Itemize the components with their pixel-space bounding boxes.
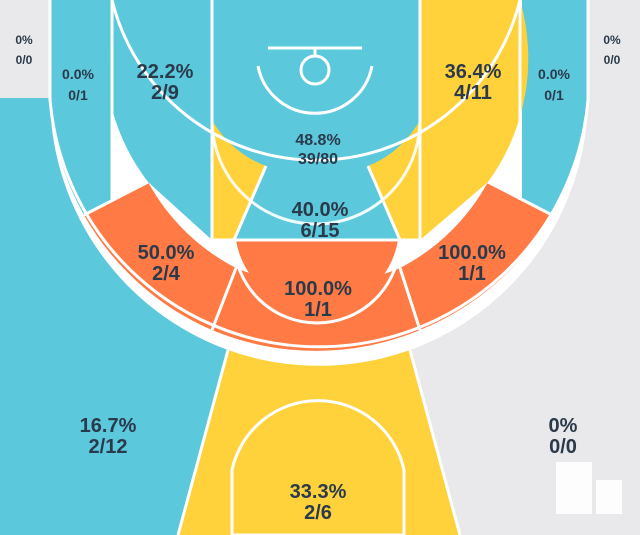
- zone-label-restricted-area: 48.8% 39/80: [276, 131, 360, 169]
- made-att: 39/80: [297, 151, 339, 168]
- zone-label-right-baseline-mid: 36.4% 4/11: [432, 62, 514, 104]
- pct: 0%: [603, 33, 621, 47]
- zone-top-three[interactable]: [178, 350, 460, 535]
- pct: 36.4%: [444, 61, 502, 83]
- made-att: 6/15: [300, 220, 340, 242]
- zone-right-corner-three[interactable]: [522, 0, 588, 215]
- zone-label-left-corner-three: 0.0% 0/1: [54, 64, 102, 106]
- zone-right-wing-three[interactable]: [410, 98, 640, 535]
- zone-left-baseline-mid[interactable]: [104, 0, 212, 240]
- zone-left-wing-mid[interactable]: [84, 182, 236, 330]
- pct: 0.0%: [62, 66, 94, 82]
- zone-right-baseline-mid[interactable]: [420, 0, 529, 240]
- zone-left-wing-three[interactable]: [0, 98, 228, 535]
- made-att: 0/0: [549, 436, 577, 458]
- zone-label-right-wing-three: 0% 0/0: [530, 416, 596, 458]
- zone-label-left-corner-outer: 0% 0/0: [6, 30, 42, 70]
- made-att: 0/1: [544, 87, 564, 103]
- zone-label-right-corner-outer: 0% 0/0: [594, 30, 630, 70]
- zone-top-key-circle[interactable]: [236, 240, 398, 310]
- made-att: 2/12: [88, 436, 128, 458]
- pct: 40.0%: [291, 199, 349, 221]
- pct: 22.2%: [136, 61, 194, 83]
- zone-label-top-key-mid: 100.0% 1/1: [270, 279, 366, 321]
- made-att: 0/1: [68, 87, 88, 103]
- zone-label-left-wing-mid: 50.0% 2/4: [124, 243, 208, 285]
- pct: 0%: [15, 33, 33, 47]
- zone-label-left-baseline-mid: 22.2% 2/9: [124, 62, 206, 104]
- pct: 16.7%: [79, 415, 137, 437]
- zone-label-left-wing-three: 16.7% 2/12: [66, 416, 150, 458]
- watermark-logo: [556, 462, 622, 514]
- zone-right-wing-mid[interactable]: [400, 182, 552, 330]
- made-att: 1/1: [458, 263, 486, 285]
- zone-left-corner-outer[interactable]: [0, 0, 50, 98]
- pct: 0.0%: [538, 66, 570, 82]
- court-lines: [48, 0, 590, 535]
- made-att: 2/4: [152, 263, 180, 285]
- pct: 50.0%: [137, 242, 195, 264]
- pct: 0%: [548, 415, 578, 437]
- made-att: 0/0: [15, 53, 33, 67]
- made-att: 2/6: [304, 502, 332, 524]
- pct: 100.0%: [438, 242, 506, 264]
- made-att: 1/1: [304, 299, 332, 321]
- zone-left-corner-three[interactable]: [50, 0, 112, 215]
- basket-icon: [256, 46, 374, 115]
- zone-right-corner-outer[interactable]: [588, 0, 640, 98]
- pct: 100.0%: [284, 278, 352, 300]
- zone-label-right-wing-mid: 100.0% 1/1: [424, 243, 520, 285]
- pct: 33.3%: [289, 481, 347, 503]
- zone-label-paint-non-ra: 40.0% 6/15: [278, 200, 362, 242]
- made-att: 0/0: [603, 53, 621, 67]
- made-att: 2/9: [151, 82, 179, 104]
- made-att: 4/11: [454, 82, 492, 104]
- zone-label-top-three: 33.3% 2/6: [276, 482, 360, 524]
- zone-label-right-corner-three: 0.0% 0/1: [530, 64, 578, 106]
- zone-restricted-area[interactable]: [212, 0, 420, 240]
- pct: 48.8%: [295, 132, 341, 149]
